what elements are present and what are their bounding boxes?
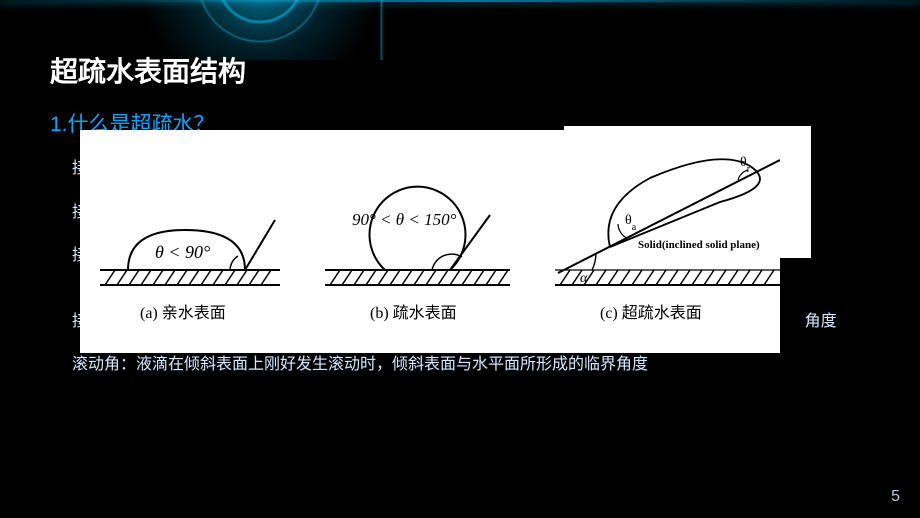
alpha-label: α [580,271,588,286]
figure-svg: θ < 90° (a) 亲水表面 [80,130,780,353]
contact-angle-figure: θ < 90° (a) 亲水表面 [80,130,780,353]
panel-b-formula: 90° < θ < 150° [352,210,457,229]
body-line: 滚动角：液滴在倾斜表面上刚好发生滚动时，倾斜表面与水平面所形成的临界角度 [72,352,870,378]
page-number: 5 [891,488,900,506]
panel-c: α θa θr Solid(inclined solid plane) (c) … [555,155,780,322]
panel-b-caption: (b) 疏水表面 [370,304,457,322]
panel-b: 90° < θ < 150° (b) 疏水表面 [325,187,510,322]
theta-a-label: θa [625,213,637,233]
panel-c-caption: (c) 超疏水表面 [600,304,702,322]
panel-a: θ < 90° (a) 亲水表面 [100,220,280,322]
plane-label: Solid(inclined solid plane) [638,239,760,251]
slide-title: 超疏水表面结构 [50,50,870,90]
panel-a-formula: θ < 90° [155,242,210,262]
panel-a-caption: (a) 亲水表面 [140,304,226,322]
slide-content: 超疏水表面结构 1.什么是超疏水？ 接触角 接触角 接触角 接触角 [0,0,920,518]
